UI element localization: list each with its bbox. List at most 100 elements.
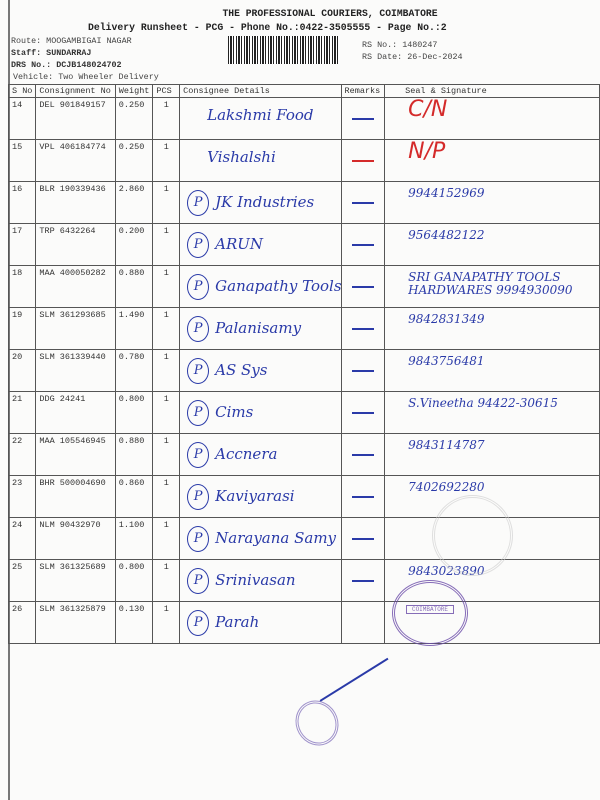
consignee-name: Parah bbox=[215, 613, 260, 631]
consignee: P Palanisamy bbox=[179, 307, 342, 350]
pcs: 1 bbox=[152, 517, 181, 560]
weight: 0.200 bbox=[114, 223, 154, 266]
seal-signature: 7402692280 bbox=[384, 475, 600, 518]
consignee: Vishalshi bbox=[179, 139, 342, 182]
sno: 26 bbox=[7, 601, 37, 644]
remark-dash bbox=[351, 202, 374, 204]
seal-signature: SRI GANAPATHY TOOLS HARDWARES 9994930090 bbox=[384, 265, 600, 308]
remark-dash bbox=[351, 370, 374, 372]
table-row: 26 SLM 361325879 0.130 1 P Parah bbox=[7, 601, 600, 644]
remarks: — bbox=[340, 97, 386, 140]
remarks: — bbox=[340, 265, 386, 308]
weight: 0.860 bbox=[114, 475, 154, 518]
remarks: — bbox=[340, 223, 386, 266]
remarks: — bbox=[340, 475, 386, 518]
consignee-name: Kaviyarasi bbox=[215, 487, 295, 505]
sno: 25 bbox=[7, 559, 37, 602]
sno: 21 bbox=[7, 391, 37, 434]
remarks: — bbox=[340, 559, 386, 602]
consignment-no: SLM 361293685 bbox=[35, 307, 116, 350]
weight: 0.800 bbox=[114, 559, 154, 602]
consignee: P AS Sys bbox=[179, 349, 342, 392]
consignment-no: SLM 361339440 bbox=[35, 349, 116, 392]
signature-text: S.Vineetha 94422-30615 bbox=[408, 396, 558, 410]
pcs: 1 bbox=[152, 307, 181, 350]
seal-signature: 9842831349 bbox=[384, 307, 600, 350]
consignee-name: AS Sys bbox=[215, 361, 268, 379]
seal-signature: 9843114787 bbox=[384, 433, 600, 476]
weight: 0.250 bbox=[114, 97, 154, 140]
pcs: 1 bbox=[152, 223, 181, 266]
consignment-no: SLM 361325879 bbox=[35, 601, 116, 644]
remark-dash bbox=[351, 412, 374, 414]
signature-text: C/N bbox=[408, 97, 448, 122]
col-pcs: PCS bbox=[152, 84, 181, 98]
pcs: 1 bbox=[152, 139, 181, 182]
consignee: P Kaviyarasi bbox=[179, 475, 342, 518]
seal-signature: 9944152969 bbox=[384, 181, 600, 224]
remark-dash bbox=[351, 286, 374, 288]
delivered-p-mark: P bbox=[187, 232, 210, 258]
consignee-name: Vishalshi bbox=[207, 148, 276, 166]
col-remarks: Remarks bbox=[340, 84, 386, 98]
pcs: 1 bbox=[152, 601, 181, 644]
pcs: 1 bbox=[152, 181, 181, 224]
consignee-name: Ganapathy Tools bbox=[215, 277, 342, 295]
remarks: — bbox=[340, 517, 386, 560]
delivered-p-mark: P bbox=[187, 274, 210, 300]
signature-text: 9843023890 bbox=[408, 564, 485, 578]
signature-stroke bbox=[319, 657, 389, 702]
consignment-no: DDG 24241 bbox=[35, 391, 116, 434]
staff: Staff: SUNDARRAJ bbox=[11, 48, 92, 58]
delivered-p-mark: P bbox=[187, 610, 210, 636]
stamp-text: COIMBATORE bbox=[406, 605, 454, 614]
rs-date: RS Date: 26-Dec-2024 bbox=[362, 52, 463, 62]
delivered-p-mark: P bbox=[187, 568, 210, 594]
consignee: P ARUN bbox=[179, 223, 342, 266]
weight: 0.250 bbox=[114, 139, 154, 182]
consignee: P Accnera bbox=[179, 433, 342, 476]
signature-text: 9843756481 bbox=[408, 354, 485, 368]
remarks: — bbox=[340, 307, 386, 350]
delivered-p-mark: P bbox=[187, 316, 210, 342]
consignee-name: Palanisamy bbox=[215, 319, 302, 337]
pcs: 1 bbox=[152, 349, 181, 392]
remarks: — bbox=[340, 391, 386, 434]
sno: 24 bbox=[7, 517, 37, 560]
pcs: 1 bbox=[152, 433, 181, 476]
weight: 0.130 bbox=[114, 601, 154, 644]
consignee: P Parah bbox=[179, 601, 342, 644]
consignment-no: TRP 6432264 bbox=[35, 223, 116, 266]
runsheet-subtitle: Delivery Runsheet - PCG - Phone No.:0422… bbox=[88, 22, 447, 33]
sno: 19 bbox=[7, 307, 37, 350]
remark-dash bbox=[351, 580, 374, 582]
faded-stamp bbox=[432, 495, 513, 576]
sno: 18 bbox=[7, 265, 37, 308]
seal-signature: 9564482122 bbox=[384, 223, 600, 266]
remark-dash bbox=[351, 328, 374, 330]
weight: 1.100 bbox=[114, 517, 154, 560]
consignee-name: Accnera bbox=[215, 445, 278, 463]
delivered-p-mark: P bbox=[187, 190, 210, 216]
runsheet-table: S No Consignment No Weight PCS Consignee… bbox=[7, 84, 600, 644]
consignment-no: MAA 105546945 bbox=[35, 433, 116, 476]
sno: 16 bbox=[7, 181, 37, 224]
consignment-no: SLM 361325689 bbox=[35, 559, 116, 602]
barcode bbox=[228, 36, 340, 64]
signature-text: 7402692280 bbox=[408, 480, 485, 494]
sno: 20 bbox=[7, 349, 37, 392]
seal-signature: 9843756481 bbox=[384, 349, 600, 392]
remarks: — bbox=[340, 181, 386, 224]
remark-dash bbox=[351, 496, 374, 498]
consignee-name: Narayana Samy bbox=[215, 529, 337, 547]
sno: 23 bbox=[7, 475, 37, 518]
consignee-name: Srinivasan bbox=[215, 571, 296, 589]
seal-signature: C/N bbox=[384, 97, 600, 140]
sno: 17 bbox=[7, 223, 37, 266]
